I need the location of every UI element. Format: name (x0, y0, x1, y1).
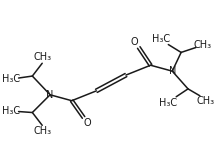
Text: H₃C: H₃C (152, 34, 170, 44)
Text: O: O (130, 37, 138, 47)
Text: CH₃: CH₃ (194, 40, 212, 50)
Text: O: O (84, 118, 91, 128)
Text: H₃C: H₃C (2, 74, 20, 84)
Text: H₃C: H₃C (159, 98, 177, 108)
Text: N: N (46, 90, 54, 100)
Text: CH₃: CH₃ (33, 126, 51, 136)
Text: CH₃: CH₃ (33, 52, 51, 62)
Text: H₃C: H₃C (2, 106, 20, 116)
Text: N: N (168, 66, 176, 76)
Text: CH₃: CH₃ (197, 96, 215, 106)
